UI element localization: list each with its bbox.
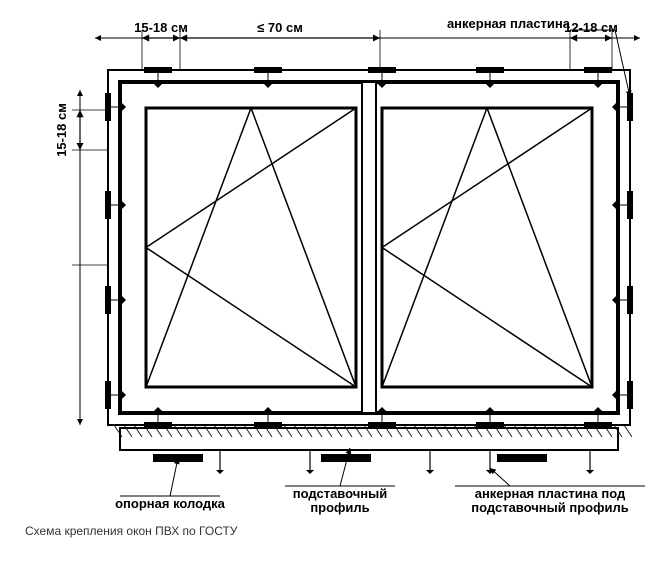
svg-text:профиль: профиль (310, 500, 369, 515)
svg-text:подставочный профиль: подставочный профиль (471, 500, 628, 515)
svg-text:≤ 70 см: ≤ 70 см (257, 20, 303, 35)
svg-text:анкерная пластина под: анкерная пластина под (475, 486, 626, 501)
svg-text:анкерная пластина: анкерная пластина (447, 16, 571, 31)
diagram-container: 15-18 см ≤ 70 см 12-18 см 15-18 см анкерная … (10, 10, 655, 552)
svg-text:15-18 см: 15-18 см (134, 20, 188, 35)
svg-text:12-18 см: 12-18 см (564, 20, 618, 35)
window-fixing-diagram: 15-18 см ≤ 70 см 12-18 см 15-18 см анкерная … (10, 10, 655, 520)
svg-text:15-18 см: 15-18 см (54, 103, 69, 157)
svg-text:подставочный: подставочный (293, 486, 387, 501)
diagram-caption: Схема крепления окон ПВХ по ГОСТУ (25, 524, 655, 538)
svg-text:опорная колодка: опорная колодка (115, 496, 226, 511)
